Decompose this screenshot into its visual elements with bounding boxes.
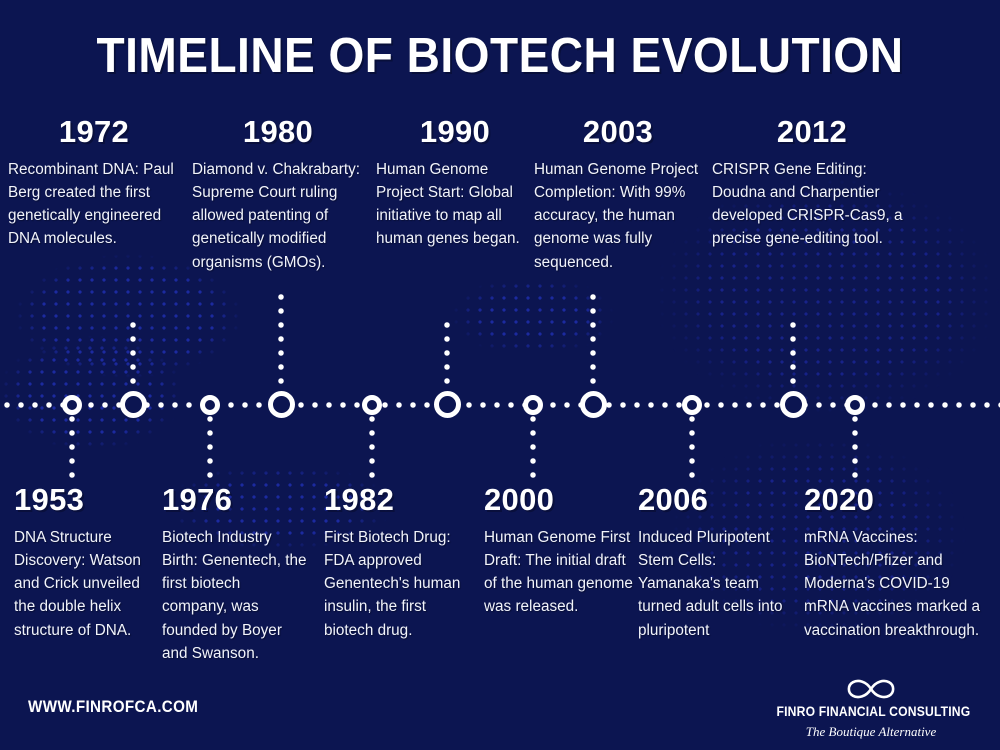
timeline-entry-2020[interactable]: 2020 mRNA Vaccines: BioNTech/Pfizer and … (804, 482, 982, 642)
timeline-entry-1972[interactable]: 1972 Recombinant DNA: Paul Berg created … (8, 114, 180, 251)
timeline-year-label: 1982 (324, 482, 395, 517)
website-url[interactable]: WWW.FINROFCA.COM (28, 698, 199, 716)
timeline-node-2006[interactable] (682, 395, 702, 415)
background-dot-pattern (390, 268, 620, 388)
timeline-connector-2003 (590, 290, 596, 404)
timeline-year-label: 1990 (419, 114, 491, 149)
timeline-node-1953[interactable] (62, 395, 82, 415)
timeline-entry-1953[interactable]: 1953 DNA Structure Discovery: Watson and… (14, 482, 162, 642)
timeline-entry-2003[interactable]: 2003 Human Genome Project Completion: Wi… (534, 114, 702, 274)
timeline-node-1990[interactable] (434, 391, 461, 418)
timeline-connector-2000 (530, 412, 536, 480)
timeline-entry-2006[interactable]: 2006 Induced Pluripotent Stem Cells: Yam… (638, 482, 790, 642)
timeline-connector-2020 (852, 412, 858, 480)
timeline-connector-1976 (207, 412, 213, 480)
timeline-node-2003[interactable] (580, 391, 607, 418)
timeline-connector-1953 (69, 412, 75, 480)
timeline-description: Diamond v. Chakrabarty: Supreme Court ru… (192, 160, 361, 271)
timeline-entry-1980[interactable]: 1980 Diamond v. Chakrabarty: Supreme Cou… (192, 114, 364, 274)
infinity-icon (766, 676, 976, 702)
timeline-entry-2000[interactable]: 2000 Human Genome First Draft: The initi… (484, 482, 636, 619)
timeline-node-1980[interactable] (268, 391, 295, 418)
timeline-description: Biotech Industry Birth: Genentech, the f… (162, 528, 307, 662)
brand-logo: FINRO FINANCIAL CONSULTING The Boutique … (766, 676, 976, 740)
timeline-year-label: 2020 (804, 482, 875, 517)
timeline-year-label: 1976 (162, 482, 233, 517)
timeline-entry-1976[interactable]: 1976 Biotech Industry Birth: Genentech, … (162, 482, 308, 665)
brand-tagline: The Boutique Alternative (805, 724, 937, 739)
timeline-node-1982[interactable] (362, 395, 382, 415)
timeline-year-label: 2000 (484, 482, 555, 517)
timeline-year-label: 2003 (582, 114, 654, 149)
timeline-description: Induced Pluripotent Stem Cells: Yamanaka… (638, 528, 783, 639)
timeline-description: First Biotech Drug: FDA approved Genente… (324, 528, 461, 639)
page-title: TIMELINE OF BIOTECH EVOLUTION (96, 29, 904, 83)
timeline-entry-1982[interactable]: 1982 First Biotech Drug: FDA approved Ge… (324, 482, 476, 642)
timeline-description: CRISPR Gene Editing: Doudna and Charpent… (712, 160, 903, 248)
brand-name: FINRO FINANCIAL CONSULTING (776, 704, 971, 719)
timeline-year-label: 1972 (58, 114, 130, 149)
timeline-year-label: 1980 (242, 114, 314, 149)
timeline-description: Human Genome Project Start: Global initi… (376, 160, 520, 248)
timeline-year-label: 2006 (638, 482, 709, 517)
timeline-node-2012[interactable] (780, 391, 807, 418)
timeline-description: mRNA Vaccines: BioNTech/Pfizer and Moder… (804, 528, 980, 639)
timeline-node-1976[interactable] (200, 395, 220, 415)
timeline-description: Recombinant DNA: Paul Berg created the f… (8, 160, 174, 248)
timeline-year-label: 2012 (776, 114, 848, 149)
timeline-entry-1990[interactable]: 1990 Human Genome Project Start: Global … (376, 114, 534, 251)
timeline-node-1972[interactable] (120, 391, 147, 418)
timeline-entry-2012[interactable]: 2012 CRISPR Gene Editing: Doudna and Cha… (712, 114, 912, 251)
timeline-connector-1980 (278, 290, 284, 404)
timeline-year-label: 1953 (14, 482, 85, 517)
timeline-description: Human Genome Project Completion: With 99… (534, 160, 699, 271)
timeline-description: Human Genome First Draft: The initial dr… (484, 528, 633, 616)
timeline-connector-1982 (369, 412, 375, 480)
timeline-description: DNA Structure Discovery: Watson and Cric… (14, 528, 141, 639)
timeline-node-2000[interactable] (523, 395, 543, 415)
timeline-connector-2006 (689, 412, 695, 480)
timeline-axis (0, 402, 1000, 408)
timeline-node-2020[interactable] (845, 395, 865, 415)
